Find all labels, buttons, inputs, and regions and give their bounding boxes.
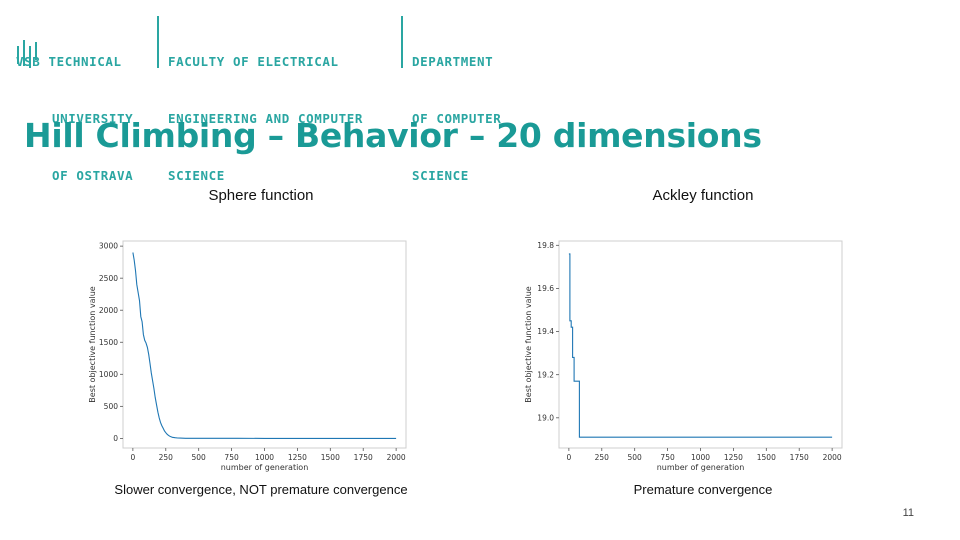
x-tick-label: 1500 bbox=[757, 453, 776, 462]
logo-department-line-2: OF COMPUTER bbox=[412, 111, 502, 126]
x-axis-label: number of generation bbox=[221, 463, 309, 472]
caption-sphere: Slower convergence, NOT premature conver… bbox=[114, 482, 408, 497]
logo-university-line-2: UNIVERSITY bbox=[52, 111, 134, 126]
chart-title-ackley: Ackley function bbox=[652, 187, 754, 204]
caption-ackley: Premature convergence bbox=[633, 482, 773, 497]
logo-department-line-1: DEPARTMENT bbox=[412, 54, 494, 69]
y-tick-label: 19.2 bbox=[537, 370, 554, 379]
series-line bbox=[132, 252, 397, 439]
logo-university-line-1: VSB TECHNICAL bbox=[16, 54, 122, 69]
chart-title-sphere: Sphere function bbox=[208, 187, 314, 204]
logo-university-line-3: OF OSTRAVA bbox=[52, 168, 134, 183]
y-tick-label: 19.6 bbox=[537, 284, 554, 293]
sphere-convergence-chart: 0 250 500 750 1000 1250 1500 1750 2000 0 500 1000 15… bbox=[88, 240, 407, 472]
x-tick-label: 1000 bbox=[691, 453, 710, 462]
x-tick-label: 1250 bbox=[724, 453, 743, 462]
x-tick-label: 2000 bbox=[823, 453, 842, 462]
y-tick-label: 19.0 bbox=[537, 413, 554, 422]
y-tick-label: 2500 bbox=[99, 274, 118, 283]
page-number: 11 bbox=[902, 507, 914, 519]
x-tick-label: 1750 bbox=[354, 453, 373, 462]
y-tick-label: 1000 bbox=[99, 370, 118, 379]
logo-university: VSB TECHNICAL UNIVERSITY OF OSTRAVA bbox=[16, 14, 133, 223]
y-tick-label: 0 bbox=[113, 434, 118, 443]
y-axis-label: Best objective function value bbox=[524, 286, 533, 402]
vsb-bars-icon bbox=[17, 40, 37, 68]
logo-faculty-line-2: ENGINEERING AND COMPUTER bbox=[168, 111, 364, 126]
x-tick-label: 750 bbox=[224, 453, 239, 462]
y-tick-label: 1500 bbox=[99, 338, 118, 347]
logo-department-line-3: SCIENCE bbox=[412, 168, 469, 183]
x-tick-label: 0 bbox=[130, 453, 135, 462]
ackley-convergence-chart: 0 250 500 750 1000 1250 1500 1750 2000 19.0 19.2 19… bbox=[524, 240, 843, 472]
plot-area bbox=[122, 240, 407, 449]
series-line bbox=[568, 253, 833, 438]
x-tick-label: 500 bbox=[192, 453, 207, 462]
x-tick-label: 250 bbox=[595, 453, 610, 462]
x-tick-label: 250 bbox=[159, 453, 174, 462]
y-tick-label: 2000 bbox=[99, 306, 118, 315]
logo-department: DEPARTMENT OF COMPUTER SCIENCE bbox=[412, 14, 501, 223]
x-axis-label: number of generation bbox=[657, 463, 745, 472]
x-tick-label: 500 bbox=[628, 453, 643, 462]
slide-title: Hill Climbing – Behavior – 20 dimensions bbox=[24, 116, 762, 155]
y-tick-label: 19.8 bbox=[537, 241, 554, 250]
x-tick-label: 0 bbox=[566, 453, 571, 462]
plot-area bbox=[558, 240, 843, 449]
x-tick-label: 1500 bbox=[321, 453, 340, 462]
y-tick-label: 500 bbox=[104, 402, 119, 411]
x-tick-label: 1750 bbox=[790, 453, 809, 462]
logo-separator-1 bbox=[157, 16, 159, 68]
logo-separator-2 bbox=[401, 16, 403, 68]
y-tick-label: 19.4 bbox=[537, 327, 554, 336]
x-tick-label: 2000 bbox=[387, 453, 406, 462]
y-axis-label: Best objective function value bbox=[88, 286, 97, 402]
x-tick-label: 1250 bbox=[288, 453, 307, 462]
y-tick-label: 3000 bbox=[99, 242, 118, 251]
x-tick-label: 1000 bbox=[255, 453, 274, 462]
logo-faculty: FACULTY OF ELECTRICAL ENGINEERING AND CO… bbox=[168, 14, 363, 223]
x-tick-label: 750 bbox=[660, 453, 675, 462]
logo-faculty-line-1: FACULTY OF ELECTRICAL bbox=[168, 54, 339, 69]
logo-faculty-line-3: SCIENCE bbox=[168, 168, 225, 183]
